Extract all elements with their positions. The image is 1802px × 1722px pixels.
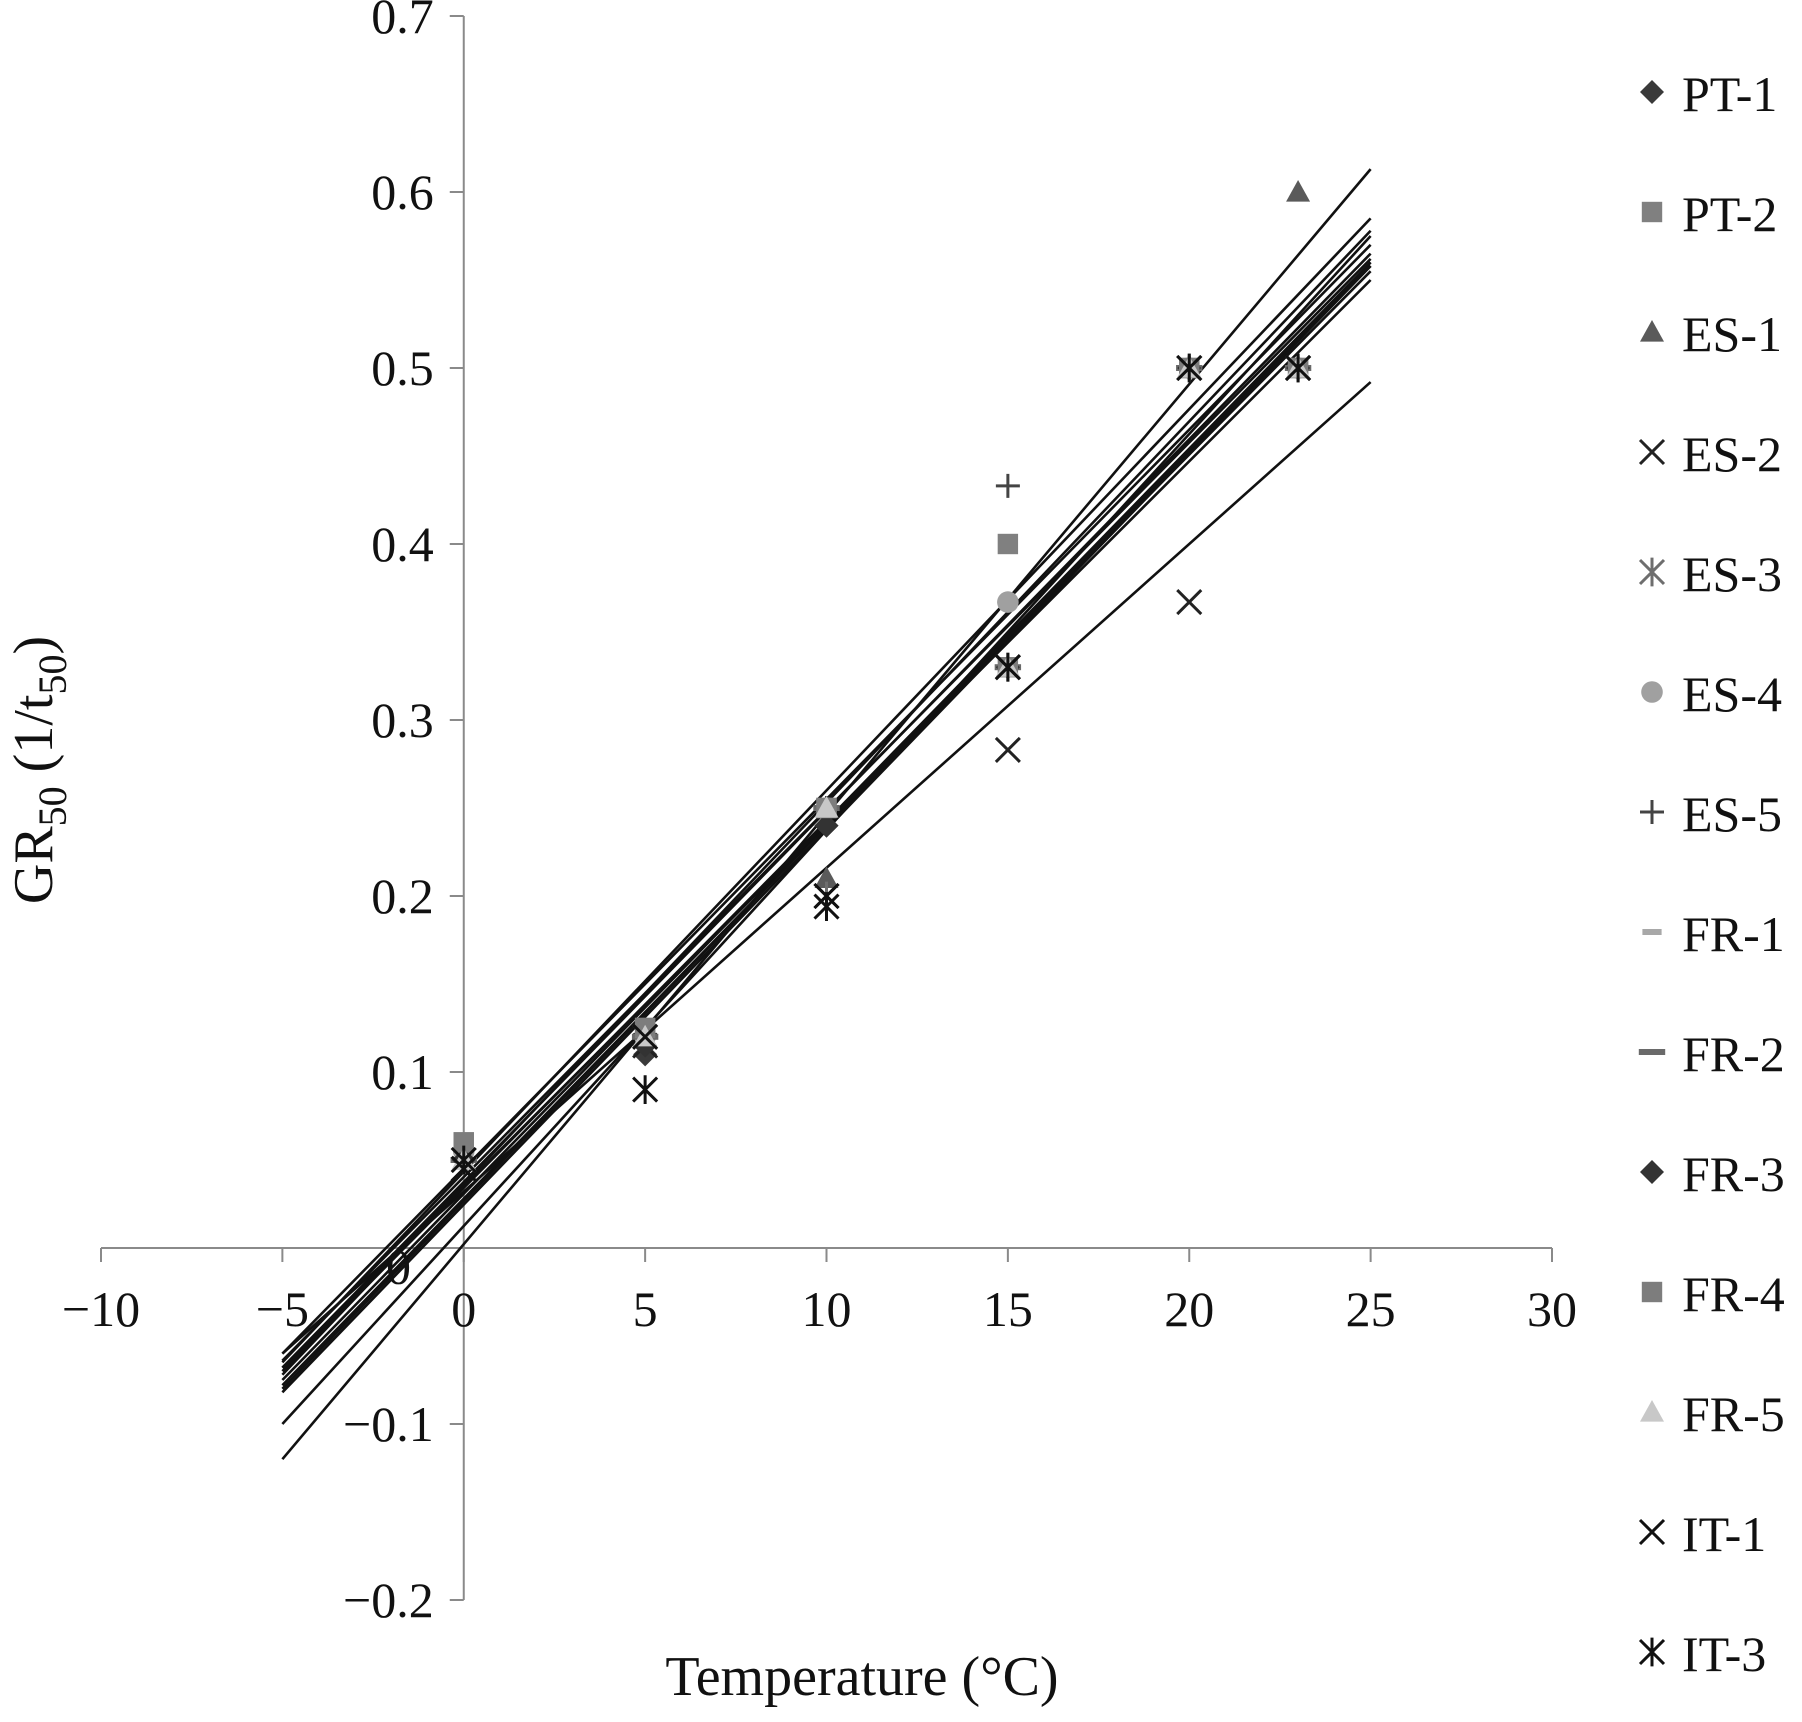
y-title-sub: 50 [30,786,75,826]
legend-label: ES-2 [1682,426,1782,482]
y-title-paren-close: ) [3,636,65,655]
x-tick-label: 0 [451,1281,476,1337]
legend-label: IT-3 [1682,1626,1766,1682]
y-tick-label: 0.3 [371,692,434,748]
y-axis-title: GR50 (1/t50) [3,636,75,904]
x-axis-title: Temperature (°C) [665,1646,1058,1708]
point-es-2 [1176,589,1203,616]
point-es-2 [994,736,1021,763]
legend: PT-1 PT-2 ES-1 ES-2 ES-3 ES-4 ES-5 FR-1 FR-2 FR-3… [1638,66,1785,1682]
annotations: 0 [386,1239,411,1295]
x-tick-label: 15 [983,1281,1033,1337]
trend-line-pt-2 [281,217,1372,1364]
y-title-paren-sub: 50 [30,655,75,695]
legend-item-es-3: ES-3 [1638,546,1782,602]
point-it-3 [994,652,1021,682]
point-es-4 [997,591,1019,613]
y-tick-label: −0.2 [343,1572,434,1628]
legend-marker [1638,1518,1666,1546]
legend-label: FR-4 [1682,1266,1785,1322]
legend-label: ES-1 [1682,306,1782,362]
x-tick-label: 5 [633,1281,658,1337]
point-es-1 [1286,180,1311,202]
legend-label: ES-4 [1682,666,1782,722]
legend-item-es-5: ES-5 [1640,786,1782,842]
x-tick-label: 30 [1527,1281,1577,1337]
legend-marker [1640,320,1664,342]
y-tick-label: 0.6 [371,164,434,220]
legend-item-pt-1: PT-1 [1640,66,1777,122]
legend-marker [1640,1400,1664,1422]
legend-marker [1641,1281,1663,1303]
legend-item-it-1: IT-1 [1638,1506,1766,1562]
legend-label: ES-3 [1682,546,1782,602]
legend-marker [1638,1637,1666,1667]
legend-label: FR-5 [1682,1386,1785,1442]
origin-label: 0 [386,1239,411,1295]
legend-marker [1638,438,1666,466]
y-tick-label: 0.1 [371,1044,434,1100]
x-tick-label: 20 [1164,1281,1214,1337]
point-it-3 [1176,353,1203,383]
y-tick-label: 0.4 [371,516,434,572]
legend-item-pt-2: PT-2 [1641,186,1777,242]
point-it-1 [632,1023,659,1050]
y-tick-label: −0.1 [343,1396,434,1452]
legend-label: FR-2 [1682,1026,1785,1082]
legend-marker [1640,80,1664,104]
legend-item-es-1: ES-1 [1640,306,1782,362]
legend-marker [1641,681,1663,703]
tick-labels: −10 −5 0 5 10 15 20 25 30 −0.2 −0.1 0.1 0.2 0.3 0.4 0.5… [62,0,1577,1628]
legend-marker [1640,800,1664,824]
point-it-3 [813,892,840,921]
legend-item-es-2: ES-2 [1638,426,1782,482]
legend-item-fr-4: FR-4 [1641,1266,1785,1322]
legend-label: IT-1 [1682,1506,1766,1562]
point-fr-4 [453,1132,474,1153]
legend-label: FR-1 [1682,906,1785,962]
y-title-main: GR [3,826,65,904]
legend-marker [1638,557,1666,587]
legend-item-es-4: ES-4 [1641,666,1782,722]
legend-item-it-3: IT-3 [1638,1626,1766,1682]
legend-item-fr-5: FR-5 [1640,1386,1785,1442]
point-it-3 [1285,353,1312,383]
point-fr-5 [814,796,839,818]
legend-item-fr-1: FR-1 [1642,906,1785,962]
y-tick-label: 0.5 [371,340,434,396]
y-title-paren: (1/t [3,694,65,786]
legend-label: PT-2 [1682,186,1777,242]
legend-item-fr-3: FR-3 [1640,1146,1785,1202]
legend-item-fr-2: FR-2 [1638,1026,1785,1082]
x-tick-label: −5 [256,1281,309,1337]
x-tick-label: −10 [62,1281,140,1337]
point-pt-2 [997,533,1019,555]
svg-text:GR50 (1/t50): GR50 (1/t50) [3,636,75,904]
legend-marker [1642,929,1662,935]
point-es-5 [995,473,1020,498]
point-it-3 [632,1075,659,1104]
point-es-1 [814,866,839,888]
x-tick-label: 25 [1346,1281,1396,1337]
x-tick-label: 10 [802,1281,852,1337]
y-tick-label: 0.2 [371,868,434,924]
legend-marker [1641,201,1663,223]
legend-label: ES-5 [1682,786,1782,842]
legend-label: PT-1 [1682,66,1777,122]
point-fr-3 [814,813,839,838]
data-points [450,180,1312,1182]
point-it-3 [450,1145,477,1175]
legend-marker [1640,1160,1664,1184]
legend-marker [1638,1049,1666,1055]
legend-label: FR-3 [1682,1146,1785,1202]
y-tick-label: 0.7 [371,0,434,44]
